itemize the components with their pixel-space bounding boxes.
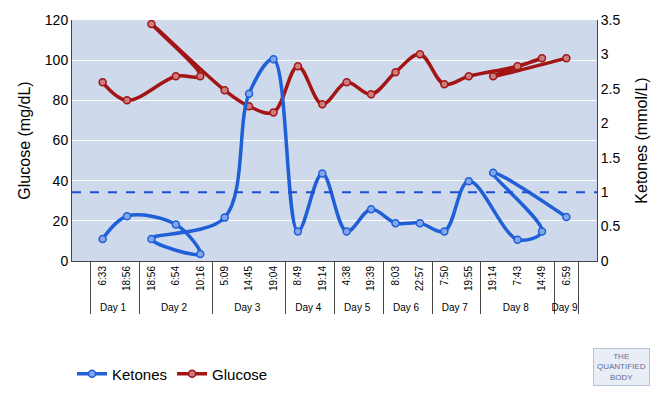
svg-text:Day 3: Day 3 [234,302,261,313]
svg-text:Glucose (mg/dL): Glucose (mg/dL) [16,81,33,199]
svg-text:1.5: 1.5 [601,150,621,166]
svg-text:7:50: 7:50 [439,266,450,286]
svg-text:0: 0 [601,253,609,269]
svg-text:THEQUANTIFIEDBODY: THEQUANTIFIEDBODY [597,352,646,382]
svg-text:14:49: 14:49 [536,266,547,291]
svg-text:19:14: 19:14 [487,266,498,291]
svg-text:40: 40 [53,173,69,189]
svg-text:100: 100 [45,52,69,68]
svg-text:Day 6: Day 6 [393,302,420,313]
svg-text:3.5: 3.5 [601,12,621,28]
svg-text:10:16: 10:16 [195,266,206,291]
svg-text:6:33: 6:33 [97,266,108,286]
svg-text:1: 1 [601,184,609,200]
svg-text:2: 2 [601,115,609,131]
svg-text:Day 9: Day 9 [552,302,579,313]
svg-text:19:14: 19:14 [317,266,328,291]
svg-text:Glucose: Glucose [212,366,267,383]
svg-text:6:54: 6:54 [170,266,181,286]
svg-text:60: 60 [53,132,69,148]
svg-text:8:03: 8:03 [390,266,401,286]
svg-text:120: 120 [45,12,69,28]
svg-text:20: 20 [53,213,69,229]
svg-text:80: 80 [53,92,69,108]
svg-text:0.5: 0.5 [601,218,621,234]
svg-text:Day 5: Day 5 [344,302,371,313]
svg-text:3: 3 [601,46,609,62]
svg-text:19:39: 19:39 [365,266,376,291]
svg-text:4:38: 4:38 [341,266,352,286]
svg-text:18:56: 18:56 [121,266,132,291]
svg-text:5:09: 5:09 [219,266,230,286]
svg-text:19:04: 19:04 [268,266,279,291]
svg-text:Day 8: Day 8 [503,302,530,313]
svg-text:7:43: 7:43 [512,266,523,286]
svg-text:22:57: 22:57 [414,266,425,291]
svg-text:Day 7: Day 7 [442,302,469,313]
svg-text:8:49: 8:49 [292,266,303,286]
svg-text:Day 4: Day 4 [295,302,322,313]
svg-text:18:56: 18:56 [146,266,157,291]
svg-text:Day 1: Day 1 [100,302,127,313]
svg-text:Ketones (mmol/L): Ketones (mmol/L) [633,77,650,203]
svg-text:6:59: 6:59 [561,266,572,286]
svg-text:19:55: 19:55 [463,266,474,291]
svg-text:2.5: 2.5 [601,81,621,97]
svg-text:Ketones: Ketones [112,366,167,383]
svg-text:0: 0 [60,253,68,269]
svg-text:14:45: 14:45 [243,266,254,291]
svg-text:Day 2: Day 2 [161,302,188,313]
